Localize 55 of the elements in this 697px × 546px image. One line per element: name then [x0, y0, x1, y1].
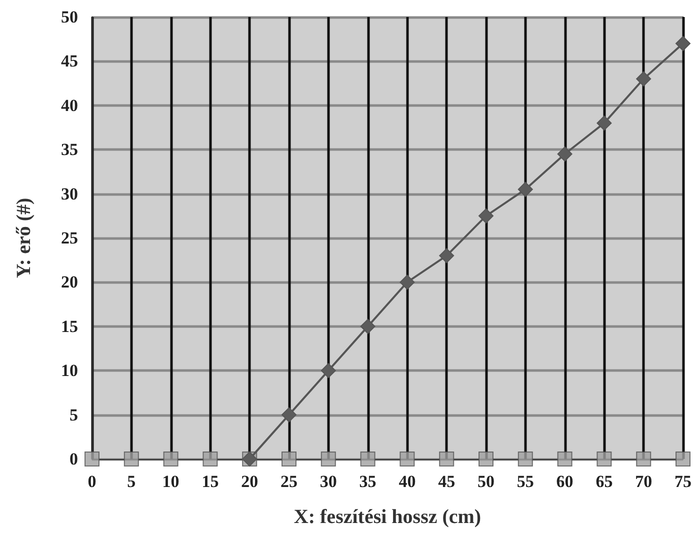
point: [557, 452, 572, 466]
point: [518, 182, 533, 197]
point: [478, 452, 494, 466]
x-tick-label: 30: [320, 472, 337, 491]
point: [84, 452, 100, 466]
point: [282, 407, 296, 422]
x-tick-label: 10: [162, 472, 180, 491]
y-tick-label: 0: [70, 450, 78, 468]
x-tick-label: 70: [635, 472, 652, 491]
point: [360, 452, 376, 466]
point: [518, 452, 533, 466]
y-tick-label: 5: [70, 405, 78, 424]
x-tick-label: 60: [556, 472, 574, 491]
point: [636, 71, 652, 86]
point: [439, 248, 454, 264]
x-tick-label: 15: [202, 472, 219, 491]
point: [676, 36, 690, 52]
point: [557, 146, 572, 162]
y-tick-label: 30: [61, 184, 78, 204]
point: [124, 452, 139, 466]
y-tick-label: 45: [61, 52, 78, 71]
point: [360, 318, 376, 334]
x-tick-label: 35: [359, 472, 376, 491]
point: [596, 452, 612, 466]
x-tick-label: 20: [241, 472, 258, 491]
x-tick-label: 45: [438, 472, 456, 491]
y-tick-label: 40: [61, 96, 78, 115]
x-axis-title: X: feszítési hossz (cm): [294, 506, 482, 528]
y-tick-label: 20: [61, 272, 78, 292]
x-tick-label: 5: [127, 472, 136, 491]
x-tick-label: 40: [398, 472, 416, 491]
x-tick-label: 25: [280, 472, 298, 491]
point: [596, 116, 612, 131]
x-tick-label: 55: [516, 472, 534, 491]
point: [282, 452, 296, 466]
x-tick-label: 50: [478, 472, 494, 491]
x-tick-label: 75: [674, 472, 692, 491]
point: [320, 452, 336, 466]
point: [636, 452, 652, 466]
y-tick-label: 50: [61, 8, 78, 26]
point: [478, 208, 494, 224]
y-tick-label: 35: [61, 140, 78, 160]
x-tick-label: 0: [88, 472, 96, 491]
point: [202, 452, 218, 466]
point: [163, 452, 178, 466]
point: [400, 274, 415, 290]
x-tick-label: 65: [596, 472, 613, 491]
point: [400, 452, 415, 466]
y-axis-title: Y: erő (#): [13, 198, 35, 278]
point: [439, 452, 454, 466]
y-tick-label: 10: [61, 361, 78, 380]
y-tick-label: 25: [61, 228, 78, 248]
y-tick-label: 15: [61, 316, 78, 336]
point: [320, 363, 336, 378]
point: [676, 452, 690, 466]
